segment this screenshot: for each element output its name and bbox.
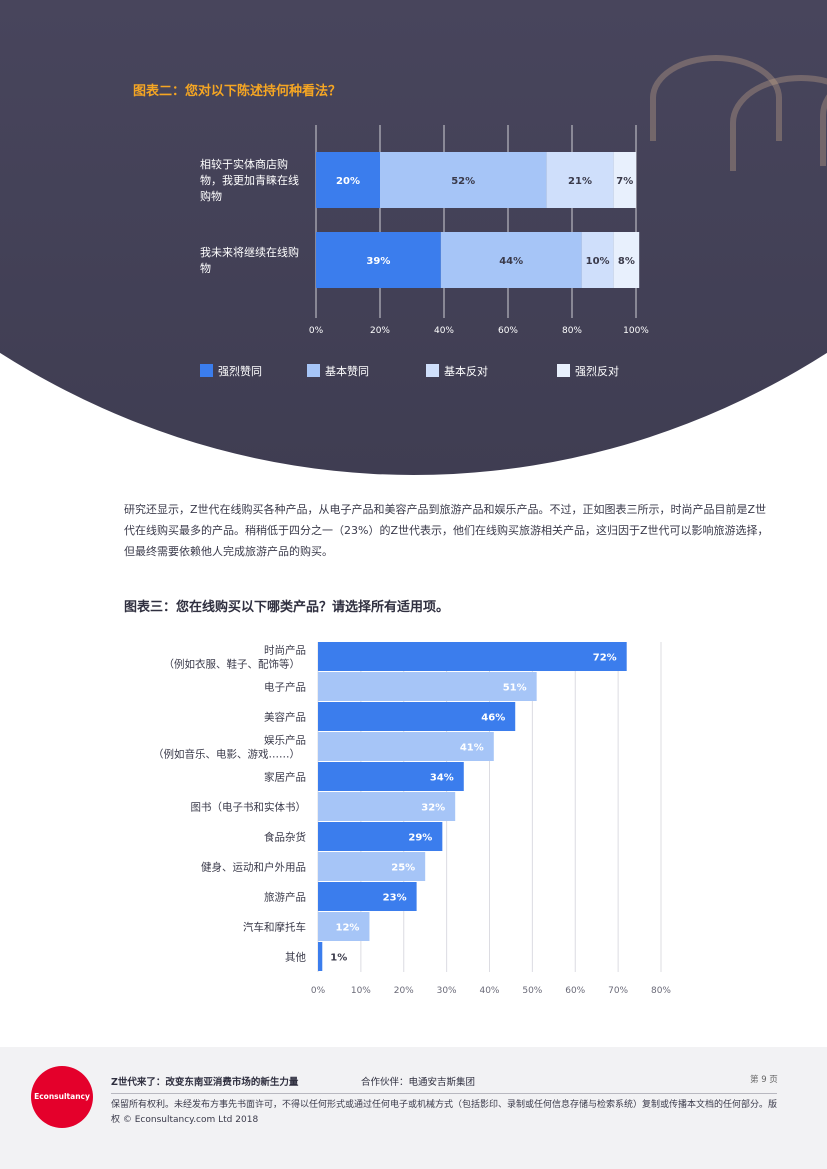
chart3-x-tick-label: 30% bbox=[437, 986, 457, 996]
page-footer bbox=[0, 1047, 827, 1169]
chart3-data-label: 29% bbox=[408, 833, 432, 844]
chart2-data-label: 10% bbox=[586, 256, 610, 267]
body-paragraph: 研究还显示，Z世代在线购买各种产品，从电子产品和美容产品到旅游产品和娱乐产品。不… bbox=[124, 503, 769, 558]
chart2-x-tick-label: 100% bbox=[623, 326, 649, 336]
chart2-legend-item-4: 强烈反对 bbox=[557, 363, 619, 379]
chart2-bar-segment bbox=[581, 232, 614, 288]
econsultancy-logo: Econsultancy bbox=[31, 1066, 93, 1128]
chart2-x-tick-label: 0% bbox=[309, 326, 324, 336]
chart3-data-label: 1% bbox=[330, 953, 347, 964]
chart3-category-label: 旅游产品 bbox=[264, 891, 306, 904]
chart3-data-label: 41% bbox=[460, 743, 484, 754]
chart3-bar bbox=[318, 702, 516, 731]
legend-swatch bbox=[200, 364, 213, 377]
chart2-bar-segment bbox=[440, 232, 582, 288]
chart3-x-tick-label: 10% bbox=[351, 986, 371, 996]
chart2-data-label: 21% bbox=[568, 176, 592, 187]
chart3-category-sublabel: （例如音乐、电影、游戏……） bbox=[153, 748, 300, 761]
chart3-bar bbox=[318, 762, 464, 791]
chart3-category-label: 电子产品 bbox=[264, 681, 306, 694]
chart3-category-label: 健身、运动和户外用品 bbox=[201, 861, 306, 874]
chart3-x-tick-label: 40% bbox=[479, 986, 499, 996]
chart2-data-label: 39% bbox=[366, 256, 390, 267]
chart3-bar bbox=[318, 672, 537, 701]
chart2-legend-item-3: 基本反对 bbox=[426, 363, 488, 379]
footer-divider bbox=[111, 1093, 777, 1094]
chart3-bar bbox=[318, 852, 426, 881]
chart3-category-label: 汽车和摩托车 bbox=[243, 921, 306, 934]
chart3-title: 图表三：您在线购买以下哪类产品？请选择所有适用项。 bbox=[124, 600, 450, 615]
chart2-x-tick-label: 60% bbox=[498, 326, 518, 336]
chart2-bar-segment bbox=[316, 152, 380, 208]
footer-page-number: 第 9 页 bbox=[750, 1075, 778, 1085]
chart2-data-label: 8% bbox=[618, 256, 635, 267]
chart3-data-label: 34% bbox=[430, 773, 454, 784]
chart3-x-tick-label: 20% bbox=[394, 986, 414, 996]
chart3-bar bbox=[318, 792, 456, 821]
chart3-data-label: 12% bbox=[336, 923, 360, 934]
chart3-category-label: 娱乐产品 bbox=[264, 734, 306, 747]
chart3-x-tick-label: 50% bbox=[522, 986, 542, 996]
chart2-x-tick-label: 80% bbox=[562, 326, 582, 336]
chart2-row-label-1: 相较于实体商店购物，我更加青睐在线购物 bbox=[200, 158, 299, 203]
chart2-x-tick-label: 40% bbox=[434, 326, 454, 336]
chart3-plot: 0% 10% 20% 30% 40% 50% 60% 70% 80% 72% 时尚产品（例如衣服、鞋… bbox=[153, 642, 671, 996]
chart2-bar-segment bbox=[380, 152, 547, 208]
chart3-category-label: 其他 bbox=[285, 951, 306, 964]
chart2-bar-segment bbox=[613, 152, 636, 208]
chart2-row-label-2: 我未来将继续在线购物 bbox=[200, 246, 299, 275]
legend-label: 基本赞同 bbox=[325, 365, 369, 378]
chart3-x-tick-label: 60% bbox=[565, 986, 585, 996]
chart3-data-label: 51% bbox=[503, 683, 527, 694]
chart2-legend-item-1: 强烈赞同 bbox=[200, 363, 262, 379]
chart2-bar-segment bbox=[613, 232, 640, 288]
legend-swatch bbox=[307, 364, 320, 377]
chart3-category-label: 图书（电子书和实体书） bbox=[191, 801, 307, 814]
chart3-category-sublabel: （例如衣服、鞋子、配饰等） bbox=[164, 658, 301, 671]
chart3-category-label: 家居产品 bbox=[264, 771, 306, 784]
footer-copyright: 保留所有权利。未经发布方事先书面许可，不得以任何形式或通过任何电子或机械方式（包… bbox=[111, 1100, 778, 1125]
chart2-plot: 0% 20% 40% 60% 80% 100% 20% 52% 21% 7% 39% 44% 10% 8% bbox=[309, 125, 649, 336]
chart3-data-label: 23% bbox=[383, 893, 407, 904]
chart2-bar-segment bbox=[316, 232, 441, 288]
chart2-bar-segment bbox=[546, 152, 614, 208]
footer-report-title: Z世代来了：改变东南亚消费市场的新生力量 bbox=[111, 1077, 299, 1088]
footer-partner: 合作伙伴：电通安吉斯集团 bbox=[361, 1077, 476, 1088]
legend-swatch bbox=[557, 364, 570, 377]
chart3-data-label: 32% bbox=[421, 803, 445, 814]
chart3-bar bbox=[318, 882, 417, 911]
chart3-category-label: 时尚产品 bbox=[264, 644, 306, 657]
legend-label: 基本反对 bbox=[444, 365, 488, 378]
chart3-bar bbox=[318, 732, 494, 761]
chart2-data-label: 52% bbox=[451, 176, 475, 187]
chart2-legend-item-2: 基本赞同 bbox=[307, 363, 369, 379]
chart2-data-label: 20% bbox=[336, 176, 360, 187]
legend-label: 强烈赞同 bbox=[218, 365, 262, 378]
chart3-category-label: 食品杂货 bbox=[264, 831, 306, 844]
chart3-bar bbox=[318, 912, 370, 941]
chart2-x-tick-label: 20% bbox=[370, 326, 390, 336]
legend-swatch bbox=[426, 364, 439, 377]
chart2-data-label: 7% bbox=[616, 176, 633, 187]
chart3-x-tick-label: 70% bbox=[608, 986, 628, 996]
chart3-bar bbox=[318, 822, 443, 851]
chart3-data-label: 72% bbox=[593, 653, 617, 664]
chart3-bar bbox=[318, 942, 323, 971]
legend-label: 强烈反对 bbox=[575, 365, 619, 378]
chart3-data-label: 25% bbox=[391, 863, 415, 874]
chart3-data-label: 46% bbox=[481, 713, 505, 724]
chart2-data-label: 44% bbox=[499, 256, 523, 267]
chart2-title: 图表二：您对以下陈述持何种看法？ bbox=[133, 84, 342, 99]
chart3-bar bbox=[318, 642, 627, 671]
chart3-category-label: 美容产品 bbox=[264, 711, 306, 724]
chart3-x-tick-label: 0% bbox=[311, 986, 326, 996]
chart3-x-tick-label: 80% bbox=[651, 986, 671, 996]
